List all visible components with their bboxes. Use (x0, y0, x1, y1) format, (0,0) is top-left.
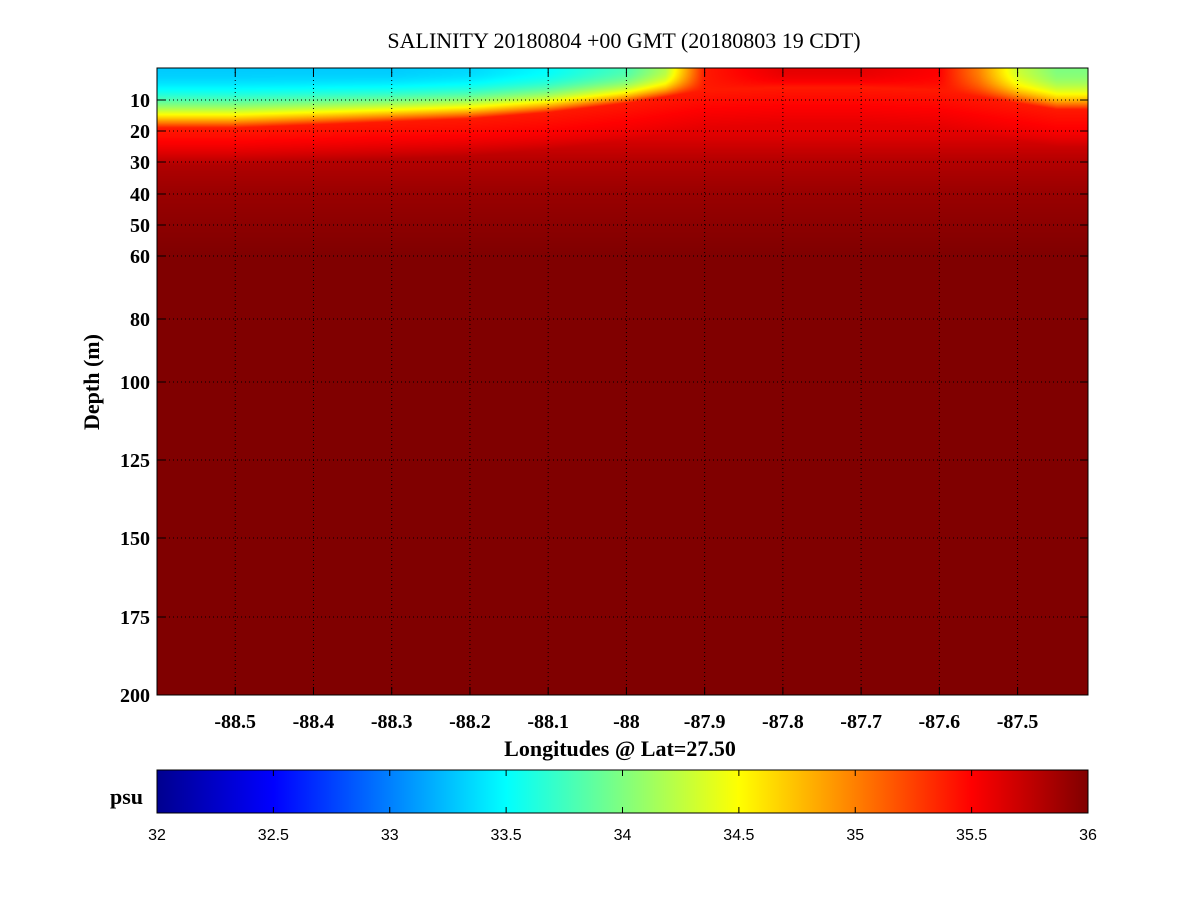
colorbar-tick-label: 32.5 (258, 827, 289, 844)
colorbar-tick-label: 34 (614, 827, 632, 844)
x-tick-label: -88 (613, 711, 640, 733)
x-tick-label: -87.7 (840, 711, 882, 733)
y-axis-label: Depth (m) (79, 334, 104, 430)
x-tick-label: -87.8 (762, 711, 804, 733)
x-axis-label: Longitudes @ Lat=27.50 (504, 736, 736, 761)
y-tick-label: 20 (130, 121, 150, 143)
x-axis-tick-labels: -88.5 -88.4 -88.3 -88.2 -88.1 -88 -87.9 -87.8 -8… (214, 711, 1038, 733)
x-tick-label: -88.4 (293, 711, 335, 733)
x-tick-label: -87.6 (919, 711, 961, 733)
colorbar-tick-labels: 32 32.5 33 33.5 34 34.5 35 35.5 36 (148, 827, 1097, 844)
chart-title: SALINITY 20180804 +00 GMT (20180803 19 C… (387, 28, 860, 53)
colorbar-tick-label: 33 (381, 827, 399, 844)
colorbar-tick-label: 34.5 (723, 827, 754, 844)
y-tick-label: 10 (130, 90, 150, 112)
colorbar-tick-label: 36 (1079, 827, 1097, 844)
x-tick-label: -87.5 (997, 711, 1039, 733)
salinity-heatmap (157, 68, 1088, 695)
colorbar-ticks (156, 770, 1089, 813)
plot-frame (156, 67, 1089, 696)
colorbar (156, 769, 1089, 814)
y-tick-label: 40 (130, 184, 150, 206)
y-tick-label: 60 (130, 246, 150, 268)
axis-ticks (157, 68, 1088, 696)
y-tick-label: 100 (120, 372, 150, 394)
colorbar-tick-label: 32 (148, 827, 166, 844)
grid-lines (157, 68, 1088, 696)
y-tick-label: 80 (130, 309, 150, 331)
x-tick-label: -88.5 (214, 711, 256, 733)
y-axis-tick-labels: 10 20 30 40 50 60 80 100 125 150 175 200 (120, 90, 150, 707)
colorbar-tick-label: 33.5 (491, 827, 522, 844)
y-tick-label: 200 (120, 685, 150, 707)
x-tick-label: -87.9 (684, 711, 726, 733)
y-tick-label: 30 (130, 152, 150, 174)
x-tick-label: -88.2 (449, 711, 491, 733)
x-tick-label: -88.3 (371, 711, 413, 733)
x-tick-label: -88.1 (527, 711, 569, 733)
y-tick-label: 175 (120, 607, 150, 629)
y-tick-label: 50 (130, 215, 150, 237)
y-tick-label: 125 (120, 450, 150, 472)
colorbar-tick-label: 35 (846, 827, 864, 844)
colorbar-tick-label: 35.5 (956, 827, 987, 844)
colorbar-unit-label: psu (110, 784, 143, 809)
y-tick-label: 150 (120, 528, 150, 550)
